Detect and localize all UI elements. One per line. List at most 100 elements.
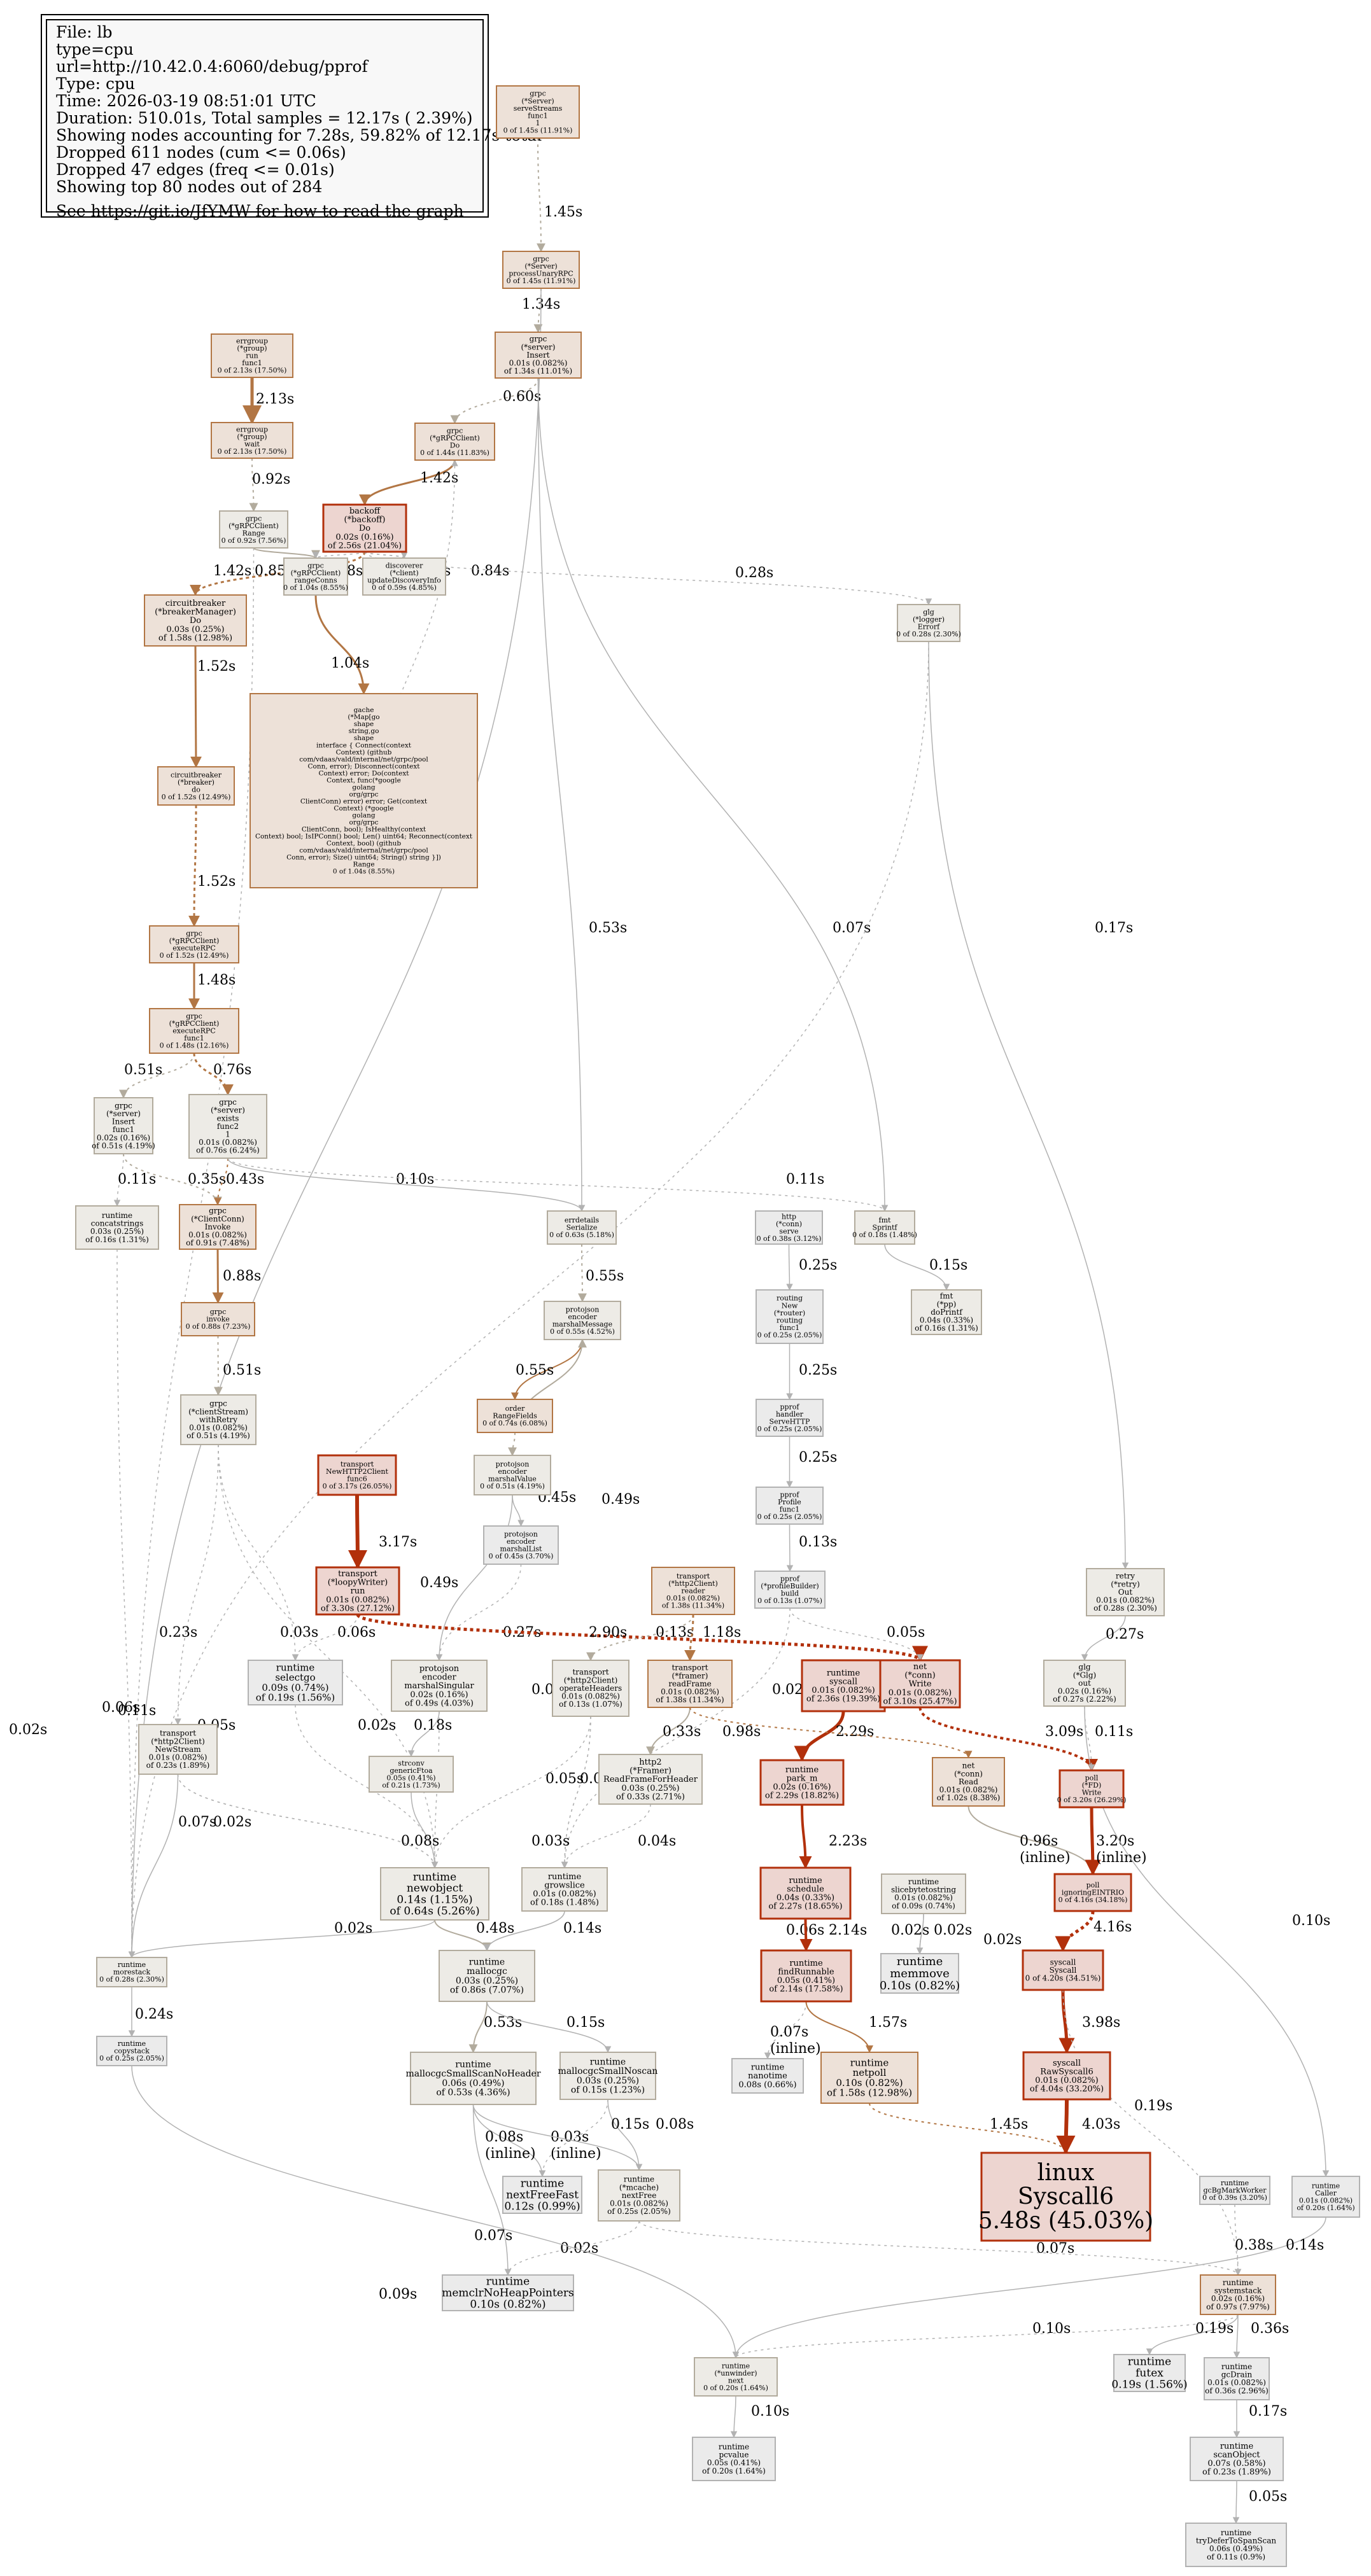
edge-e22 [128, 641, 929, 1959]
edge-e45 [174, 1444, 219, 1726]
node-label-line: func1 [184, 1034, 204, 1042]
graph-node[interactable]: discoverer(*client)updateDiscoveryInfo0 … [362, 557, 446, 596]
node-label-line: interface { Connect(context [316, 741, 412, 749]
node-label-line: gcDrain [1221, 2370, 1253, 2379]
graph-node[interactable]: backoff(*backoff)Do0.02s (0.16%)of 2.56s… [322, 503, 407, 553]
graph-node[interactable]: grpc(*gRPCClient)Do0 of 1.44s (11.83%) [414, 423, 495, 461]
node-box [692, 2437, 776, 2481]
node-label-line: 0.01s (0.082%) [1096, 1596, 1155, 1605]
edge-label-line: 0.53s [484, 2015, 522, 2031]
graph-node[interactable]: circuitbreaker(*breaker)do0 of 1.52s (12… [157, 766, 235, 806]
edge-label: 0.07s [833, 920, 871, 936]
edge-e68 [128, 1774, 179, 1959]
graph-node[interactable]: gache(*Map[goshapestring,goshapeinterfac… [250, 693, 478, 888]
node-label-line: runtime [118, 1961, 146, 1969]
node-label-line: transport [677, 1572, 710, 1580]
node-label-line: Write [908, 1679, 931, 1689]
node-label-line: 0 of 0.92s (7.56%) [221, 536, 286, 545]
graph-node[interactable]: circuitbreaker(*breakerManager)Do0.03s (… [144, 594, 247, 647]
node-label-line: func1 [113, 1125, 134, 1134]
node-label-line: Do [450, 441, 460, 449]
node-label-line: 0.10s (0.82%) [880, 1979, 960, 1992]
node-label-line: discoverer [386, 561, 423, 570]
node-label-line: protojson [419, 1664, 460, 1674]
edge-label: 0.06s [337, 1625, 376, 1641]
graph-node[interactable]: transport(*http2Client)operateHeaders0.0… [552, 1660, 629, 1717]
